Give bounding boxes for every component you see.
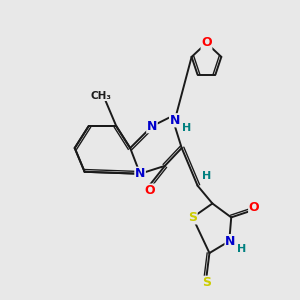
Text: O: O	[201, 37, 212, 50]
Text: H: H	[182, 123, 191, 133]
Text: N: N	[147, 120, 157, 133]
Text: H: H	[236, 244, 246, 254]
Text: N: N	[135, 167, 145, 180]
Text: O: O	[249, 201, 259, 214]
Text: CH₃: CH₃	[91, 91, 112, 100]
Text: H: H	[202, 171, 211, 181]
Text: O: O	[145, 184, 155, 197]
Text: N: N	[169, 114, 180, 127]
Text: S: S	[202, 276, 211, 289]
Text: N: N	[225, 235, 236, 248]
Text: S: S	[188, 211, 197, 224]
